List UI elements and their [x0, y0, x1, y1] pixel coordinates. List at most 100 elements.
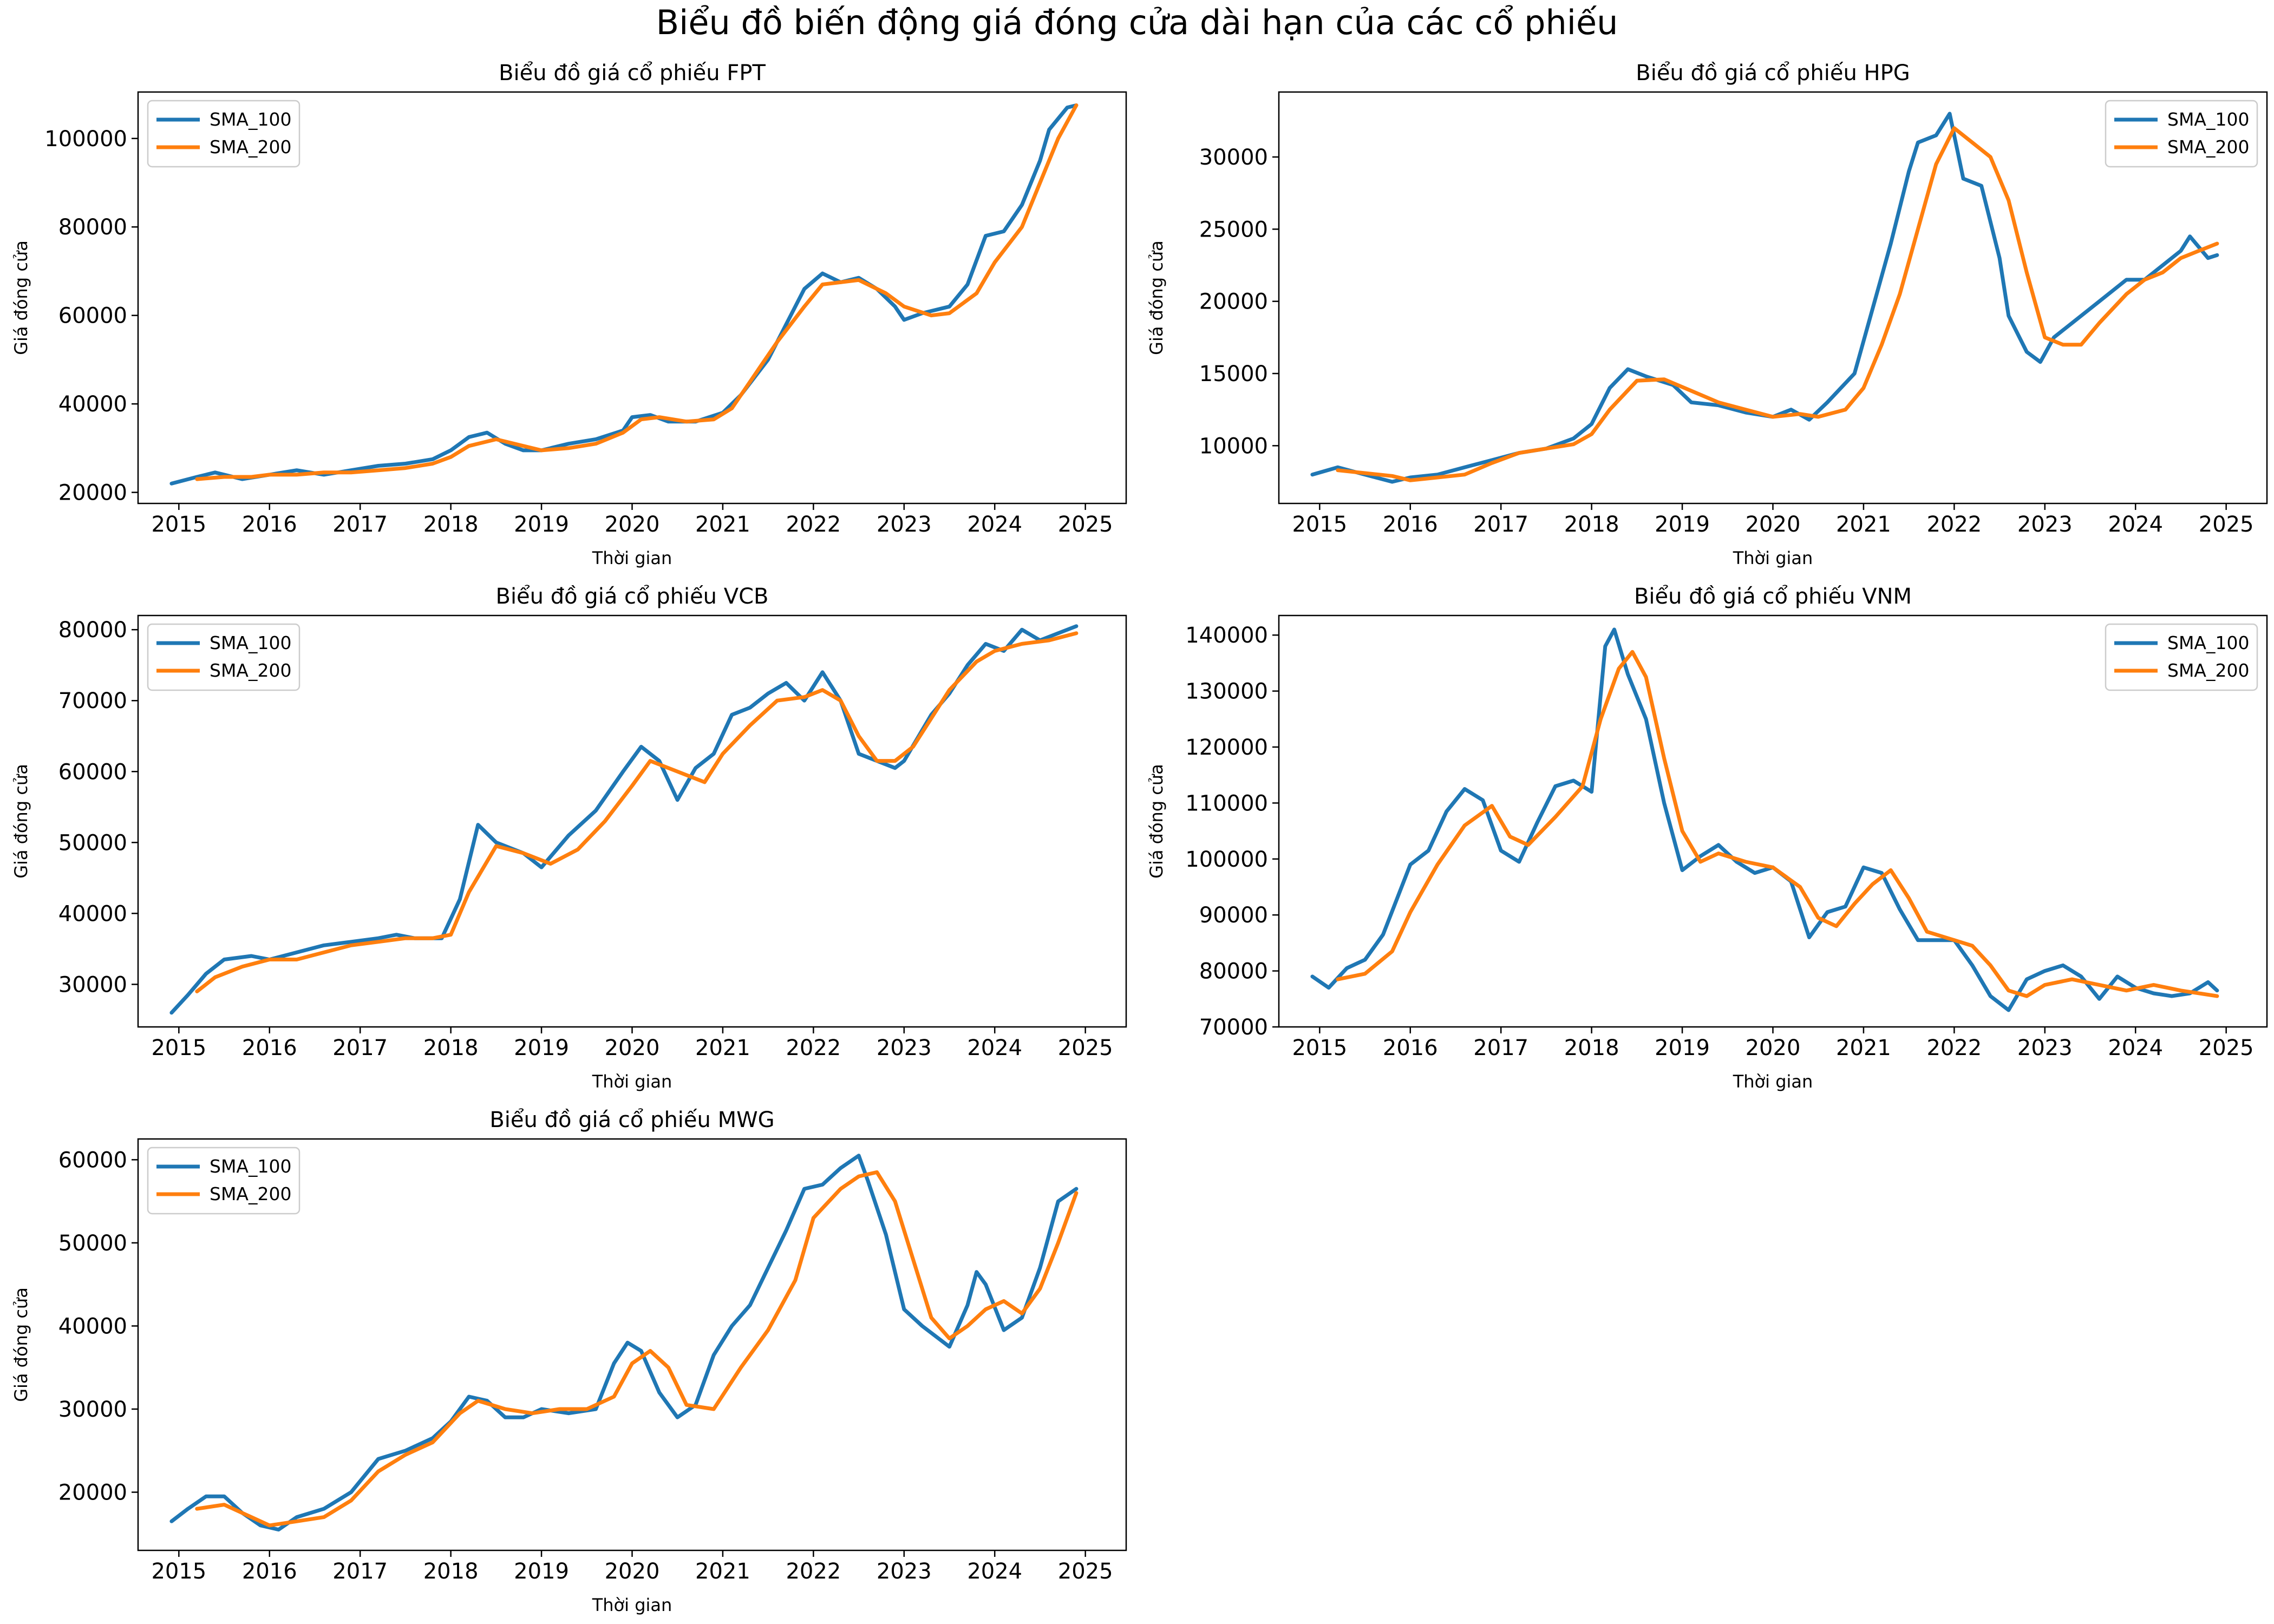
chart-title: Biểu đồ giá cổ phiếu VCB: [496, 584, 769, 609]
legend-entry: SMA_100: [2167, 109, 2249, 130]
x-tick-label: 2019: [1655, 512, 1710, 537]
x-tick-label: 2023: [2017, 512, 2073, 537]
y-axis-label: Giá đóng cửa: [11, 1287, 31, 1402]
legend: SMA_100 SMA_200: [147, 100, 300, 168]
x-tick-label: 2016: [242, 1036, 297, 1060]
legend-entry: SMA_200: [210, 660, 291, 681]
x-tick-label: 2023: [2017, 1036, 2073, 1060]
legend-box: [147, 1147, 300, 1215]
x-tick-label: 2020: [1746, 512, 1801, 537]
x-tick-label: 2016: [1383, 1036, 1438, 1060]
y-tick-label: 100000: [1185, 847, 1268, 872]
legend-entry: SMA_200: [2167, 136, 2249, 158]
x-tick-label: 2020: [605, 1036, 660, 1060]
x-axis-label: Thời gian: [1733, 1071, 1813, 1092]
x-tick-label: 2024: [2108, 512, 2163, 537]
y-tick-label: 70000: [1199, 1015, 1268, 1040]
series-line-sma-200: [195, 103, 1079, 481]
x-tick-label: 2024: [967, 1559, 1022, 1584]
x-tick-label: 2017: [1473, 512, 1528, 537]
series-line-sma-100: [1310, 627, 2219, 1012]
y-tick-label: 20000: [1199, 290, 1268, 315]
y-tick-label: 30000: [58, 1397, 127, 1422]
y-tick-label: 50000: [58, 830, 127, 855]
x-tick-label: 2015: [151, 1559, 206, 1584]
y-tick-label: 80000: [1199, 959, 1268, 984]
y-tick-label: 120000: [1185, 735, 1268, 760]
y-tick-label: 30000: [1199, 145, 1268, 170]
series-line-sma-200: [1336, 650, 2219, 998]
x-tick-label: 2023: [877, 512, 932, 537]
x-tick-label: 2022: [1926, 1036, 1982, 1060]
y-tick-label: 100000: [44, 127, 127, 152]
x-tick-label: 2025: [1058, 1559, 1113, 1584]
x-tick-label: 2015: [1292, 1036, 1347, 1060]
x-tick-label: 2021: [695, 1036, 750, 1060]
x-tick-label: 2023: [877, 1559, 932, 1584]
y-tick-label: 20000: [58, 1481, 127, 1505]
y-tick-label: 20000: [58, 481, 127, 506]
y-tick-label: 50000: [58, 1231, 127, 1256]
x-tick-label: 2023: [877, 1036, 932, 1060]
x-tick-label: 2021: [695, 1559, 750, 1584]
x-axis-label: Thời gian: [1733, 548, 1813, 568]
chart-2: Biểu đồ giá cổ phiếu HPG 2015 2016 2017 2018…: [1146, 61, 2268, 568]
chart-title: Biểu đồ giá cổ phiếu FPT: [499, 61, 766, 86]
series-line-sma-200: [195, 1170, 1079, 1528]
legend-entry: SMA_200: [210, 136, 291, 158]
y-tick-label: 40000: [58, 1314, 127, 1339]
y-tick-label: 80000: [58, 618, 127, 643]
x-tick-label: 2015: [151, 512, 206, 537]
series-line-sma-200: [1336, 126, 2219, 482]
chart-title: Biểu đồ giá cổ phiếu HPG: [1636, 61, 1910, 86]
x-tick-label: 2020: [605, 512, 660, 537]
x-tick-label: 2015: [151, 1036, 206, 1060]
series-line-sma-100: [169, 103, 1079, 486]
x-tick-label: 2017: [1473, 1036, 1528, 1060]
legend-box: [147, 623, 300, 691]
series-line-sma-100: [169, 1154, 1079, 1532]
x-tick-label: 2018: [1564, 512, 1619, 537]
x-tick-label: 2016: [1383, 512, 1438, 537]
x-tick-label: 2025: [2199, 1036, 2254, 1060]
y-tick-label: 60000: [58, 759, 127, 784]
legend-entry: SMA_100: [210, 632, 291, 653]
x-tick-label: 2021: [695, 512, 750, 537]
x-tick-label: 2019: [514, 512, 569, 537]
legend: SMA_100 SMA_200: [147, 1147, 300, 1215]
legend-entry: SMA_200: [210, 1183, 291, 1204]
legend-box: [2105, 100, 2258, 168]
chart-1: Biểu đồ giá cổ phiếu FPT 2015 2016 2017 2018…: [11, 61, 1127, 568]
y-tick-label: 10000: [1199, 434, 1268, 459]
x-tick-label: 2017: [332, 1559, 388, 1584]
legend: SMA_100 SMA_200: [2105, 100, 2258, 168]
y-tick-label: 25000: [1199, 217, 1268, 242]
y-tick-label: 130000: [1185, 679, 1268, 704]
chart-4: Biểu đồ giá cổ phiếu VNM 2015 2016 2017 2018…: [1146, 584, 2268, 1092]
x-tick-label: 2020: [1746, 1036, 1801, 1060]
y-tick-label: 80000: [58, 215, 127, 240]
legend: SMA_100 SMA_200: [147, 623, 300, 691]
series-line-sma-100: [1310, 112, 2219, 484]
y-tick-label: 60000: [58, 304, 127, 329]
x-tick-label: 2024: [967, 1036, 1022, 1060]
x-axis-label: Thời gian: [592, 548, 672, 568]
x-tick-label: 2018: [1564, 1036, 1619, 1060]
x-tick-label: 2022: [786, 1559, 841, 1584]
x-tick-label: 2022: [786, 1036, 841, 1060]
x-tick-label: 2024: [2108, 1036, 2163, 1060]
chart-title: Biểu đồ giá cổ phiếu MWG: [489, 1108, 774, 1132]
legend-entry: SMA_100: [210, 109, 291, 130]
y-axis-label: Giá đóng cửa: [1146, 240, 1167, 355]
series-line-sma-200: [195, 631, 1079, 993]
x-tick-label: 2019: [514, 1559, 569, 1584]
figure-title: Biểu đồ biến động giá đóng cửa dài hạn c…: [656, 3, 1618, 42]
y-axis-label: Giá đóng cửa: [11, 764, 31, 879]
x-tick-label: 2018: [423, 1036, 479, 1060]
x-tick-label: 2021: [1836, 1036, 1891, 1060]
legend-box: [2105, 623, 2258, 691]
chart-3: Biểu đồ giá cổ phiếu VCB 2015 2016 2017 2018…: [11, 584, 1127, 1092]
x-tick-label: 2022: [786, 512, 841, 537]
x-tick-label: 2020: [605, 1559, 660, 1584]
